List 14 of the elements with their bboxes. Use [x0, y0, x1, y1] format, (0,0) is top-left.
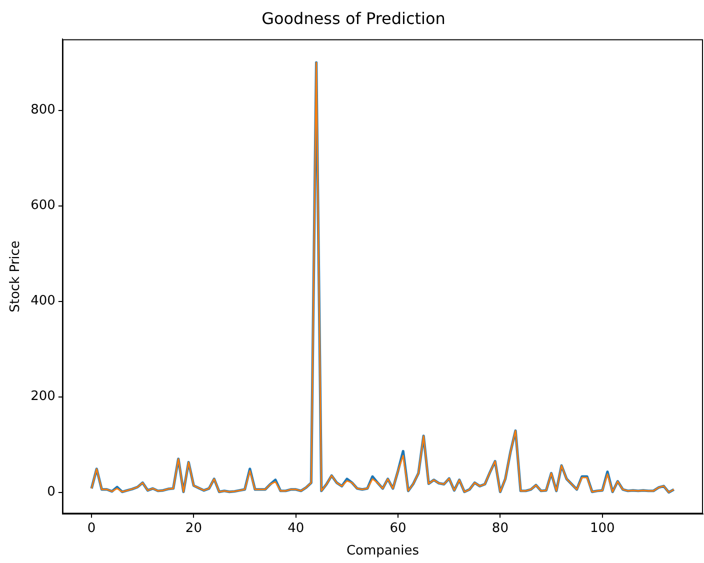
x-tick-label: 20 [185, 520, 202, 536]
x-tick-label: 80 [492, 520, 508, 536]
chart-title: Goodness of Prediction [262, 8, 446, 28]
y-tick-label: 800 [30, 102, 56, 118]
y-tick-label: 0 [47, 484, 56, 500]
y-tick-label: 400 [30, 294, 56, 309]
x-tick-label: 60 [390, 520, 406, 536]
x-tick-label: 40 [288, 520, 304, 536]
y-tick-label: 600 [30, 198, 56, 214]
y-axis-title: Stock Price [8, 240, 24, 312]
x-axis-title: Companies [346, 544, 420, 559]
x-tick-label: 100 [590, 520, 615, 536]
y-tick-label: 200 [30, 389, 56, 404]
x-tick-label: 0 [87, 520, 96, 536]
